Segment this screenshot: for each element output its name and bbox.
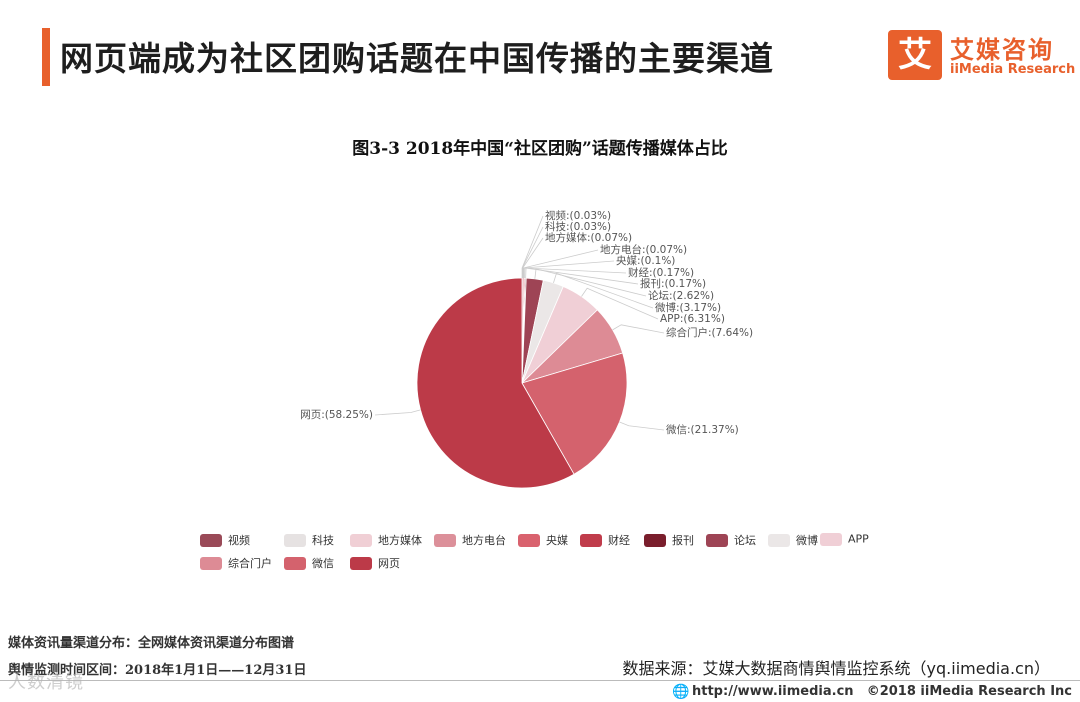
legend-swatch: [518, 533, 540, 547]
pie-leader-line-8: [553, 272, 654, 309]
pie-leader-line-6: [525, 267, 639, 285]
pie-data-label-3: 地方电台:(0.07%): [600, 243, 687, 256]
watermark-text: 人数清镜: [8, 672, 84, 693]
legend-swatch: [580, 533, 602, 547]
pie-data-label-12: 网页:(58.25%): [300, 409, 373, 421]
legend-label: 微信: [312, 557, 334, 570]
footer-copyright: ©2018 iiMedia Research Inc: [866, 684, 1072, 699]
legend-item-5[interactable]: 财经: [580, 532, 630, 548]
legend-item-1[interactable]: 科技: [284, 532, 334, 548]
legend-swatch: [644, 533, 666, 547]
legend-label: 央媒: [546, 534, 568, 547]
legend-label: 报刊: [672, 534, 694, 547]
legend-item-12[interactable]: 网页: [350, 555, 400, 571]
legend-item-2[interactable]: 地方媒体: [350, 532, 422, 548]
legend-label: 综合门户: [228, 557, 272, 570]
legend-swatch: [284, 556, 306, 570]
pie-leader-line-9: [581, 287, 659, 320]
legend-item-3[interactable]: 地方电台: [434, 532, 506, 548]
legend-label: 视频: [228, 534, 250, 547]
iimedia-logo[interactable]: 艾 艾媒咨询 iiMedia Research: [888, 30, 1075, 86]
title-accent-bar: [42, 28, 50, 86]
legend-label: 地方媒体: [378, 534, 422, 547]
legend-swatch: [350, 533, 372, 547]
legend-item-11[interactable]: 微信: [284, 555, 334, 571]
legend-label: APP: [848, 532, 869, 546]
legend-item-9[interactable]: APP: [820, 532, 869, 548]
pie-leader-line-10: [612, 324, 665, 334]
legend-swatch: [820, 532, 842, 546]
pie-data-label-10: 综合门户:(7.64%): [666, 326, 753, 339]
legend-item-10[interactable]: 综合门户: [200, 555, 272, 571]
legend-label: 微博: [796, 534, 818, 547]
footer: 🌐 http://www.iimedia.cn ©2018 iiMedia Re…: [0, 682, 1080, 702]
pie-data-label-1: 科技:(0.03%): [545, 220, 611, 233]
legend-item-4[interactable]: 央媒: [518, 532, 568, 548]
pie-slice-11[interactable]: [521, 352, 628, 475]
pie-data-label-9: APP:(6.31%): [660, 313, 725, 325]
method-note: 媒体资讯量渠道分布：全网媒体资讯渠道分布图谱: [8, 636, 295, 651]
period-note: 舆情监测时间区间：2018年1月1日——12月31日: [8, 663, 307, 678]
legend-item-7[interactable]: 论坛: [706, 532, 756, 548]
page-title: 网页端成为社区团购话题在中国传播的主要渠道: [60, 39, 774, 78]
legend-label: 网页: [378, 557, 400, 570]
pie-data-label-6: 报刊:(0.17%): [640, 277, 706, 290]
globe-icon: 🌐: [672, 684, 690, 700]
pie-data-label-7: 论坛:(2.62%): [648, 289, 714, 302]
pie-leader-line-5: [524, 267, 627, 279]
legend-label: 财经: [608, 534, 630, 547]
legend-swatch: [284, 533, 306, 547]
legend-item-0[interactable]: 视频: [200, 532, 250, 548]
legend-item-6[interactable]: 报刊: [644, 532, 694, 548]
legend-swatch: [768, 533, 790, 547]
logo-cn-text: 艾媒咨询: [950, 36, 1054, 64]
pie-data-label-0: 视频:(0.03%): [545, 209, 611, 222]
pie-leader-line-7: [534, 268, 647, 297]
pie-leader-line-4: [523, 260, 615, 279]
chart-title: 图3-3 2018年中国“社区团购”话题传播媒体占比: [352, 139, 728, 159]
pie-data-label-4: 央媒:(0.1%): [616, 254, 675, 267]
pie-leader-line-12: [374, 409, 421, 416]
pie-leader-line-11: [619, 421, 665, 431]
logo-en-text: iiMedia Research: [950, 62, 1076, 77]
legend-swatch: [706, 533, 728, 547]
footer-divider: [0, 680, 1080, 681]
footer-site-link[interactable]: http://www.iimedia.cn: [692, 684, 854, 699]
legend-swatch: [200, 556, 222, 570]
legend-swatch: [434, 533, 456, 547]
data-source: 数据来源：艾媒大数据商情舆情监控系统（yq.iimedia.cn）: [622, 659, 1050, 678]
pie-data-label-8: 微博:(3.17%): [655, 301, 721, 314]
pie-data-label-11: 微信:(21.37%): [666, 423, 739, 436]
pie-leader-line-2: [522, 237, 544, 279]
pie-data-label-2: 地方媒体:(0.07%): [545, 231, 632, 244]
logo-mark: 艾: [888, 30, 942, 80]
legend-label: 论坛: [734, 534, 756, 547]
legend-swatch: [200, 533, 222, 547]
legend-label: 地方电台: [462, 534, 506, 547]
pie-data-label-5: 财经:(0.17%): [628, 266, 694, 279]
pie-leader-line-3: [522, 249, 599, 279]
legend-item-8[interactable]: 微博: [768, 532, 818, 548]
legend-label: 科技: [312, 534, 334, 547]
legend-swatch: [350, 556, 372, 570]
